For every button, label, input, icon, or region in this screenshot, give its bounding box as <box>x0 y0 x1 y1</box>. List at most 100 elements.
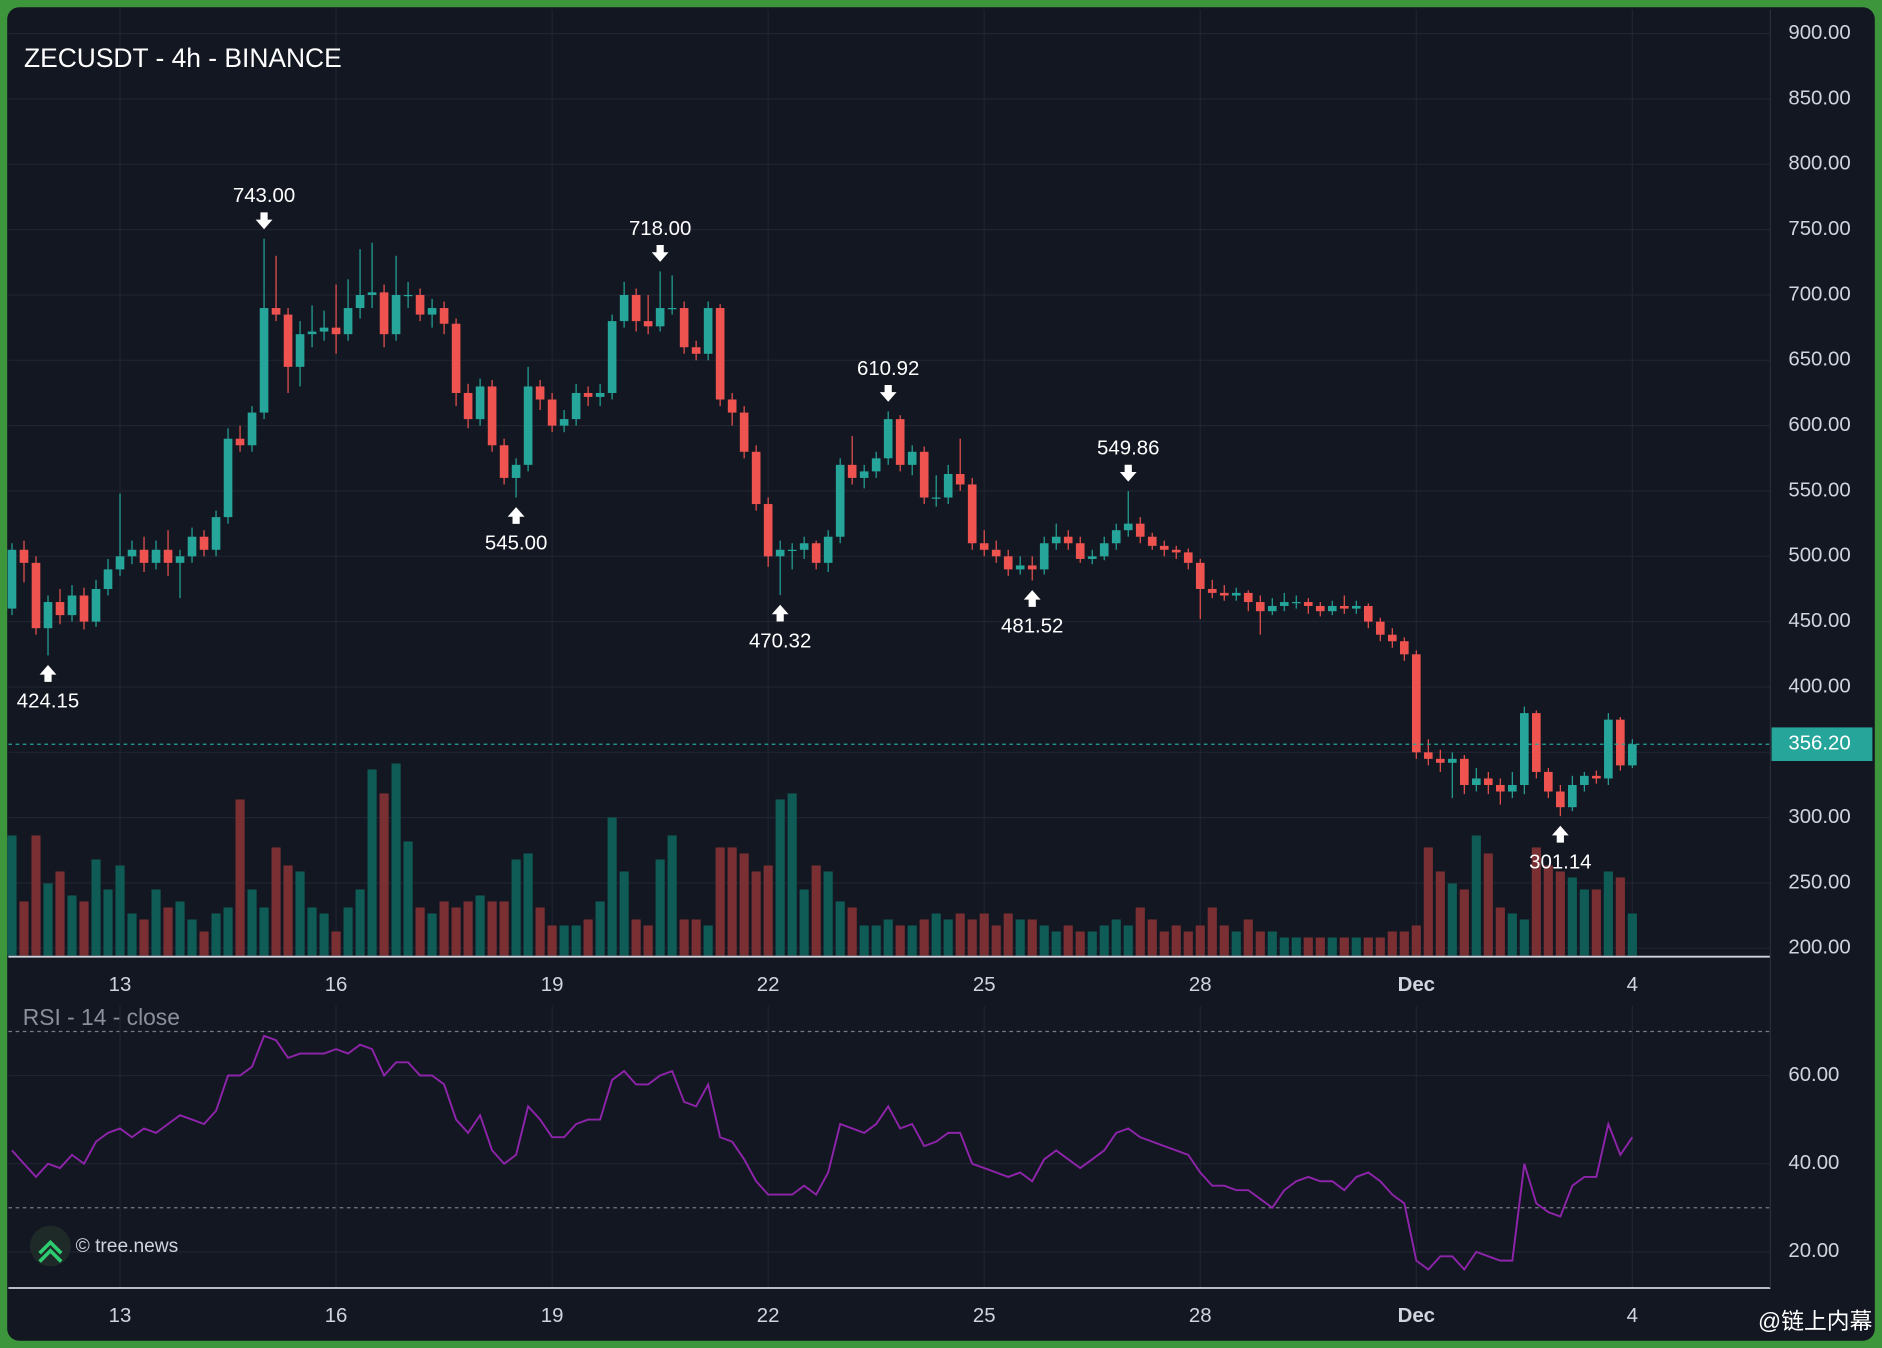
volume-bar <box>703 925 713 956</box>
annotation-label: 545.00 <box>485 533 547 555</box>
annotation-arrow <box>1551 825 1569 843</box>
candle-body <box>1219 592 1229 596</box>
candle-body <box>415 294 425 315</box>
annotation-label: 470.32 <box>749 630 811 652</box>
candle-body <box>271 308 281 315</box>
volume-bar <box>139 919 149 956</box>
volume-bar <box>763 865 773 956</box>
annotation-arrow <box>507 507 525 524</box>
candle-body <box>1135 523 1145 537</box>
volume-bar <box>415 907 425 956</box>
candle-body <box>175 556 185 563</box>
logo <box>30 1225 71 1267</box>
candle-body <box>1039 543 1049 570</box>
x-tick-label: Dec <box>1398 974 1435 996</box>
volume-bar <box>175 901 185 956</box>
volume-bar <box>1543 865 1553 956</box>
volume-bar <box>919 919 929 956</box>
candle-body <box>883 419 893 459</box>
volume-bar <box>1279 937 1289 956</box>
x-tick-label: 22 <box>757 974 780 996</box>
volume-bar <box>1399 931 1409 956</box>
volume-bar <box>67 895 77 956</box>
volume-bar <box>1615 877 1625 956</box>
annotation-arrow <box>255 212 273 230</box>
volume-bar <box>1207 907 1217 956</box>
candle-body <box>763 504 773 557</box>
background <box>7 7 1875 1341</box>
volume-bar <box>955 913 965 956</box>
candle-body <box>1159 545 1169 550</box>
candle-body <box>1063 536 1073 544</box>
candle-body <box>703 308 713 354</box>
volume-bar <box>7 835 17 956</box>
candle-body <box>1279 602 1289 606</box>
candle-body <box>1544 771 1553 792</box>
candle-body <box>391 294 401 335</box>
candle-body <box>823 536 833 563</box>
x-tick-label: 4 <box>1627 1305 1638 1327</box>
volume-bar <box>1075 931 1085 956</box>
volume-bar <box>55 871 65 956</box>
volume-bar <box>595 901 605 956</box>
volume-bar <box>1111 919 1121 956</box>
volume-bar <box>1267 931 1277 956</box>
volume-bar <box>847 907 857 956</box>
candle-body <box>1363 605 1373 622</box>
candle-body <box>343 308 353 335</box>
volume-bar <box>367 769 377 956</box>
volume-bar <box>187 919 197 956</box>
volume-bar <box>631 919 641 956</box>
volume-bar <box>1531 847 1541 956</box>
volume-bar <box>1003 913 1013 956</box>
annotation-label: 743.00 <box>233 185 295 207</box>
candle-body <box>31 562 41 629</box>
x-tick-label: 13 <box>109 1305 132 1327</box>
candle-body <box>139 549 149 563</box>
candle-body <box>535 386 545 400</box>
volume-bar <box>523 853 533 956</box>
volume-bar <box>943 919 953 956</box>
candle-body <box>187 536 197 557</box>
volume-bar <box>331 931 341 956</box>
candle-body <box>355 294 365 309</box>
candle-body <box>1183 552 1193 563</box>
volume-bar <box>271 847 281 956</box>
y-tick-label: 600.00 <box>1788 414 1850 436</box>
candle-body <box>1568 784 1577 808</box>
candle-body <box>103 569 113 589</box>
volume-bar <box>811 865 821 956</box>
x-tick-label: 4 <box>1627 974 1638 996</box>
candle-body <box>1459 758 1469 785</box>
volume-bar <box>799 889 809 956</box>
rsi-line <box>11 1034 1634 1272</box>
candle-body <box>1327 605 1337 612</box>
candle-body <box>463 392 473 420</box>
volume-bar <box>79 901 89 956</box>
y-tick-label: 800.00 <box>1788 153 1850 175</box>
candle-body <box>1003 556 1013 570</box>
candle-body <box>91 588 101 622</box>
volume-bar <box>43 883 53 956</box>
volume-bar <box>619 871 629 956</box>
volume-bar <box>787 793 797 956</box>
volume-bar <box>211 913 221 956</box>
volume-bar <box>679 919 689 956</box>
volume-bar <box>1039 925 1049 956</box>
volume-bar <box>907 925 917 956</box>
candle-body <box>931 497 941 499</box>
candle-body <box>55 602 65 616</box>
rsi-tick-label: 20.00 <box>1788 1240 1839 1262</box>
candle-body <box>919 451 929 498</box>
candle-body <box>1351 605 1361 609</box>
volume-bar <box>667 835 677 956</box>
volume-bar <box>1255 931 1265 956</box>
y-tick-label: 850.00 <box>1788 87 1850 109</box>
candle-body <box>1015 565 1025 570</box>
volume-bar <box>1387 931 1397 956</box>
candle-body <box>523 386 533 465</box>
annotation-arrow <box>771 604 789 622</box>
volume-bar <box>775 799 785 956</box>
candle-body <box>1267 605 1277 612</box>
volume-bar <box>1243 919 1253 956</box>
